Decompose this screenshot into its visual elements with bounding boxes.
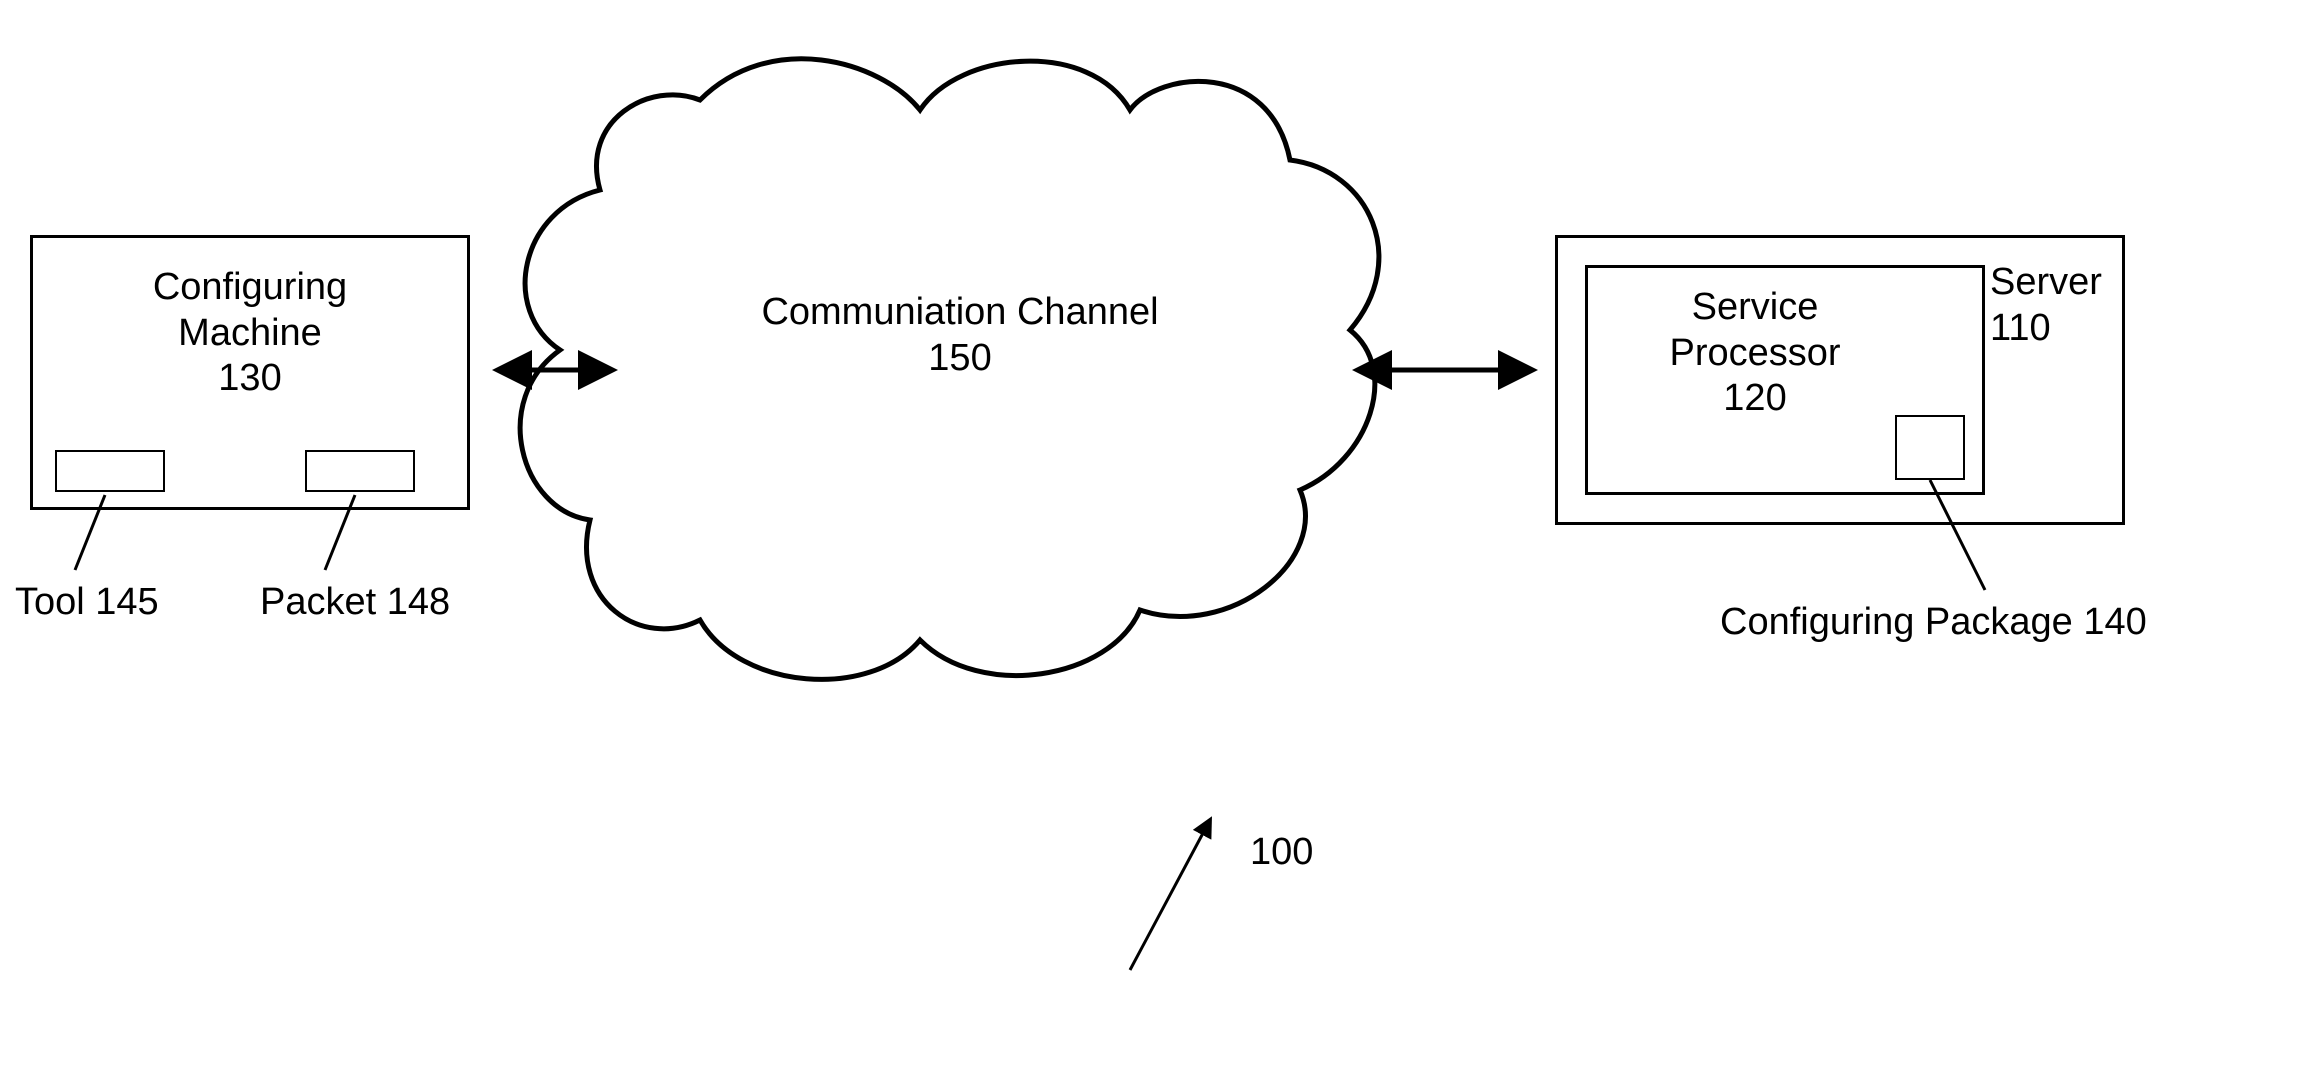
server-line2: 110 [1990,307,2051,349]
configuring-machine-label: Configuring Machine 130 [30,265,470,402]
server-label: Server 110 [1990,260,2160,351]
packet-box [305,450,415,492]
cloud-line1: Communiation Channel [761,291,1158,333]
svg-overlay [0,0,2309,1080]
sp-line1: Service [1692,286,1819,328]
service-processor-label: Service Processor 120 [1585,285,1925,422]
sp-small-box [1895,415,1965,480]
diagram-canvas: Configuring Machine 130 Tool 145 Packet … [0,0,2309,1080]
cm-line3: 130 [218,357,281,399]
sp-line2: Processor [1669,332,1840,374]
sp-line3: 120 [1723,377,1786,419]
packet-label: Packet 148 [260,580,510,626]
cm-line2: Machine [178,312,322,354]
cloud-line2: 150 [928,337,991,379]
tool-label: Tool 145 [15,580,215,626]
tool-box [55,450,165,492]
server-line1: Server [1990,261,2102,303]
cm-line1: Configuring [153,266,347,308]
cloud-label: Communiation Channel 150 [680,290,1240,381]
callout-figure [1130,820,1210,970]
figure-ref-label: 100 [1250,830,1370,876]
configuring-package-label: Configuring Package 140 [1720,600,2280,646]
